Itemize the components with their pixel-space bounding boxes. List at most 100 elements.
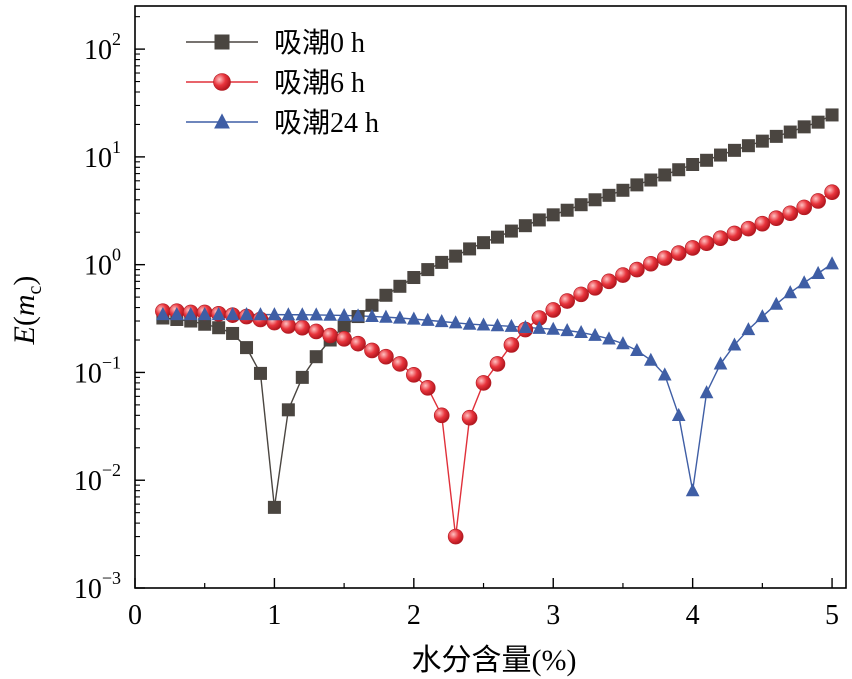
- data-point-2: [351, 308, 365, 322]
- data-point-2: [783, 285, 798, 299]
- data-point-0: [226, 326, 240, 340]
- x-tick-label: 1: [267, 600, 281, 631]
- data-point-0: [421, 263, 435, 277]
- data-point-0: [546, 208, 560, 222]
- data-point-0: [267, 500, 281, 514]
- x-tick-label: 0: [128, 600, 142, 631]
- data-point-2: [616, 336, 630, 350]
- data-point-1: [796, 199, 812, 216]
- data-point-0: [783, 125, 797, 139]
- data-point-2: [602, 331, 616, 345]
- data-point-1: [503, 337, 520, 353]
- data-point-0: [769, 129, 783, 143]
- data-point-1: [489, 356, 506, 372]
- data-point-2: [365, 308, 379, 323]
- data-point-2: [379, 309, 393, 323]
- data-point-2: [393, 310, 407, 324]
- data-point-0: [463, 242, 477, 256]
- data-point-0: [253, 366, 267, 380]
- data-point-2: [685, 483, 700, 497]
- legend: 吸潮0 h 吸潮6 h 吸潮24 h: [186, 27, 379, 139]
- data-point-1: [475, 375, 492, 391]
- data-point-0: [449, 249, 463, 263]
- data-point-2: [420, 312, 435, 326]
- data-point-0: [435, 255, 449, 269]
- data-point-0: [686, 157, 700, 171]
- data-point-1: [336, 331, 352, 347]
- data-point-0: [504, 224, 518, 238]
- data-point-0: [755, 134, 769, 148]
- data-point-2: [183, 307, 198, 321]
- data-point-1: [824, 184, 840, 201]
- data-point-1: [573, 286, 589, 303]
- data-point-1: [322, 327, 338, 344]
- data-point-1: [378, 348, 394, 365]
- data-point-2: [518, 319, 533, 333]
- data-point-1: [280, 318, 297, 334]
- data-point-0: [741, 139, 755, 153]
- data-point-1: [726, 225, 743, 242]
- data-point-2: [434, 314, 449, 328]
- data-point-1: [629, 261, 645, 278]
- data-point-0: [700, 153, 714, 167]
- data-point-2: [671, 407, 686, 421]
- data-point-2: [462, 316, 477, 330]
- data-point-0: [811, 115, 825, 129]
- data-point-0: [644, 173, 658, 187]
- x-axis-label: 水分含量(%): [412, 644, 577, 677]
- data-point-0: [518, 219, 532, 233]
- data-point-0: [393, 279, 407, 293]
- data-point-1: [559, 293, 575, 309]
- x-tick-label: 2: [407, 600, 421, 631]
- data-point-2: [560, 323, 575, 337]
- data-point-0: [574, 198, 588, 212]
- y-tick-label: 10−1: [74, 352, 121, 389]
- data-point-2: [755, 309, 770, 323]
- data-point-1: [656, 250, 673, 266]
- data-point-2: [309, 307, 324, 321]
- data-point-2: [741, 322, 756, 336]
- x-tick-labels: 0 1 2 3 4 5: [128, 600, 839, 631]
- series-markers: [155, 108, 840, 545]
- data-point-2: [588, 327, 602, 341]
- data-point-2: [406, 311, 421, 325]
- data-point-1: [712, 230, 729, 247]
- data-point-1: [294, 319, 311, 336]
- data-point-2: [337, 307, 351, 322]
- data-point-1: [684, 240, 701, 256]
- data-point-0: [532, 213, 546, 227]
- data-point-0: [602, 188, 616, 202]
- data-point-1: [740, 220, 757, 237]
- legend-marker: [214, 34, 230, 50]
- data-point-0: [407, 271, 421, 285]
- data-point-1: [433, 407, 450, 424]
- y-tick-label: 102: [84, 29, 121, 66]
- data-point-2: [156, 307, 170, 321]
- data-point-0: [490, 230, 504, 244]
- data-point-1: [419, 380, 436, 396]
- data-point-1: [615, 267, 631, 283]
- data-point-0: [616, 183, 630, 197]
- data-point-1: [350, 335, 366, 352]
- data-point-2: [657, 367, 672, 381]
- x-tick-label: 5: [825, 600, 839, 631]
- data-point-2: [267, 307, 282, 321]
- data-point-2: [643, 352, 658, 366]
- data-point-1: [392, 356, 408, 372]
- data-point-2: [797, 275, 812, 289]
- legend-label: 吸潮0 h: [274, 27, 365, 59]
- data-point-1: [768, 210, 785, 226]
- y-tick-label: 10−2: [74, 460, 121, 497]
- data-point-0: [281, 403, 295, 417]
- x-tick-label: 4: [686, 600, 700, 631]
- data-point-2: [476, 317, 491, 331]
- data-point-0: [212, 321, 226, 335]
- data-point-0: [797, 120, 811, 134]
- data-point-2: [211, 307, 226, 321]
- x-tick-label: 3: [546, 600, 560, 631]
- data-point-1: [364, 342, 380, 359]
- data-point-0: [714, 148, 728, 162]
- legend-marker: [213, 73, 231, 91]
- data-point-1: [601, 273, 617, 290]
